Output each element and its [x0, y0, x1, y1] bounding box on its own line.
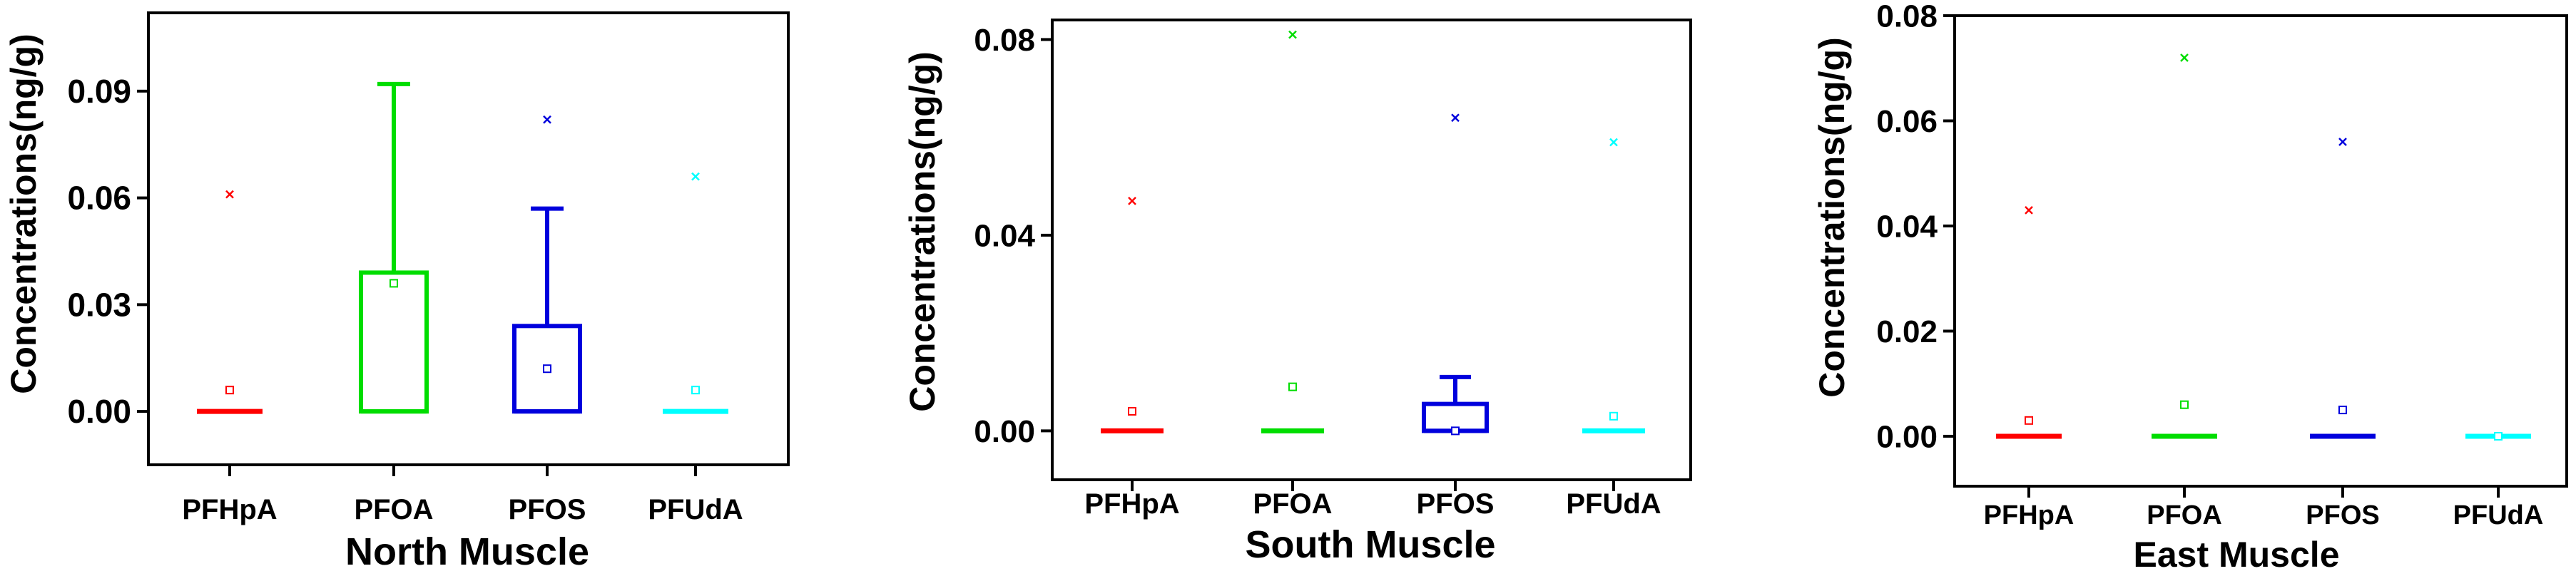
box-pfos	[1422, 113, 1489, 436]
mean-marker	[691, 386, 700, 395]
mean-marker	[2338, 406, 2347, 415]
max-marker	[1451, 113, 1460, 123]
box-pfhpa	[197, 190, 263, 414]
box-pfoa	[359, 81, 429, 414]
x-tick-label: PFHpA	[182, 494, 277, 525]
max-marker	[2180, 53, 2189, 62]
box-body	[359, 270, 429, 414]
box-pfuda	[2465, 431, 2531, 441]
box-pfos	[512, 115, 582, 414]
box-pfoa	[2152, 53, 2217, 439]
mean-marker	[1128, 406, 1136, 416]
x-tick-label: PFOS	[1417, 488, 1495, 520]
max-marker	[1609, 138, 1618, 147]
x-tick-label: PFOA	[2147, 500, 2222, 530]
x-tick-label: PFHpA	[1084, 488, 1179, 520]
y-axis-title: Concentrations(ng/g)	[1812, 37, 1852, 398]
box-pfhpa	[1996, 205, 2062, 439]
max-marker	[691, 172, 700, 181]
south-muscle-panel: Concentrations(ng/g) South Muscle 0.00 0.…	[902, 19, 1692, 566]
mean-marker	[1451, 426, 1460, 436]
y-tick-label: 0.00	[67, 393, 131, 430]
y-axis-title: Concentrations(ng/g)	[4, 34, 44, 394]
max-marker	[225, 190, 234, 199]
y-tick-label: 0.00	[974, 414, 1035, 449]
max-marker	[1128, 196, 1136, 205]
max-marker	[2338, 138, 2347, 146]
mean-marker	[2025, 416, 2033, 425]
box-pfoa	[1261, 30, 1324, 433]
y-tick-label: 0.08	[974, 23, 1035, 58]
x-tick-label: PFUdA	[648, 494, 743, 525]
max-marker	[543, 115, 551, 124]
x-tick-label: PFHpA	[1984, 500, 2074, 530]
x-tick-label: PFOS	[509, 494, 586, 525]
y-tick-label: 0.08	[1876, 0, 1938, 34]
box-pfuda	[1582, 138, 1645, 433]
x-axis-title: South Muscle	[1245, 523, 1495, 566]
x-tick-label: PFUdA	[2453, 500, 2544, 530]
x-tick-label: PFOA	[1253, 488, 1332, 520]
y-axis-title: Concentrations(ng/g)	[902, 51, 942, 412]
y-tick-label: 0.04	[974, 218, 1035, 253]
box-pfhpa	[1101, 196, 1164, 433]
mean-marker	[543, 364, 551, 374]
x-axis-title: East Muscle	[2133, 535, 2339, 575]
max-marker	[1288, 30, 1297, 39]
east-muscle-panel: Concentrations(ng/g) East Muscle 0.00 0.0…	[1812, 0, 2568, 575]
y-tick-label: 0.03	[67, 286, 131, 323]
mean-marker	[2494, 431, 2503, 441]
north-muscle-panel: Concentrations(ng/g) North Muscle 0.00 0.…	[4, 11, 790, 573]
x-tick-label: PFOS	[2306, 500, 2379, 530]
box-pfos	[2310, 138, 2376, 439]
plot-frame	[147, 11, 790, 466]
x-tick-label: PFOA	[354, 494, 433, 525]
y-tick-label: 0.00	[1876, 419, 1938, 454]
plot-frame	[1953, 14, 2568, 488]
plot-frame	[1051, 19, 1692, 481]
mean-marker	[390, 279, 398, 288]
y-tick-label: 0.09	[67, 73, 131, 110]
mean-marker	[2180, 400, 2189, 409]
y-tick-label: 0.06	[1876, 104, 1938, 139]
x-axis-title: North Muscle	[345, 530, 589, 573]
x-tick-label: PFUdA	[1566, 488, 1661, 520]
box-pfuda	[663, 172, 728, 414]
y-tick-label: 0.02	[1876, 314, 1938, 349]
mean-marker	[1609, 411, 1618, 421]
max-marker	[2025, 205, 2033, 215]
mean-marker	[1288, 382, 1297, 391]
mean-marker	[225, 386, 234, 395]
y-tick-label: 0.06	[67, 180, 131, 217]
y-tick-label: 0.04	[1876, 209, 1938, 244]
